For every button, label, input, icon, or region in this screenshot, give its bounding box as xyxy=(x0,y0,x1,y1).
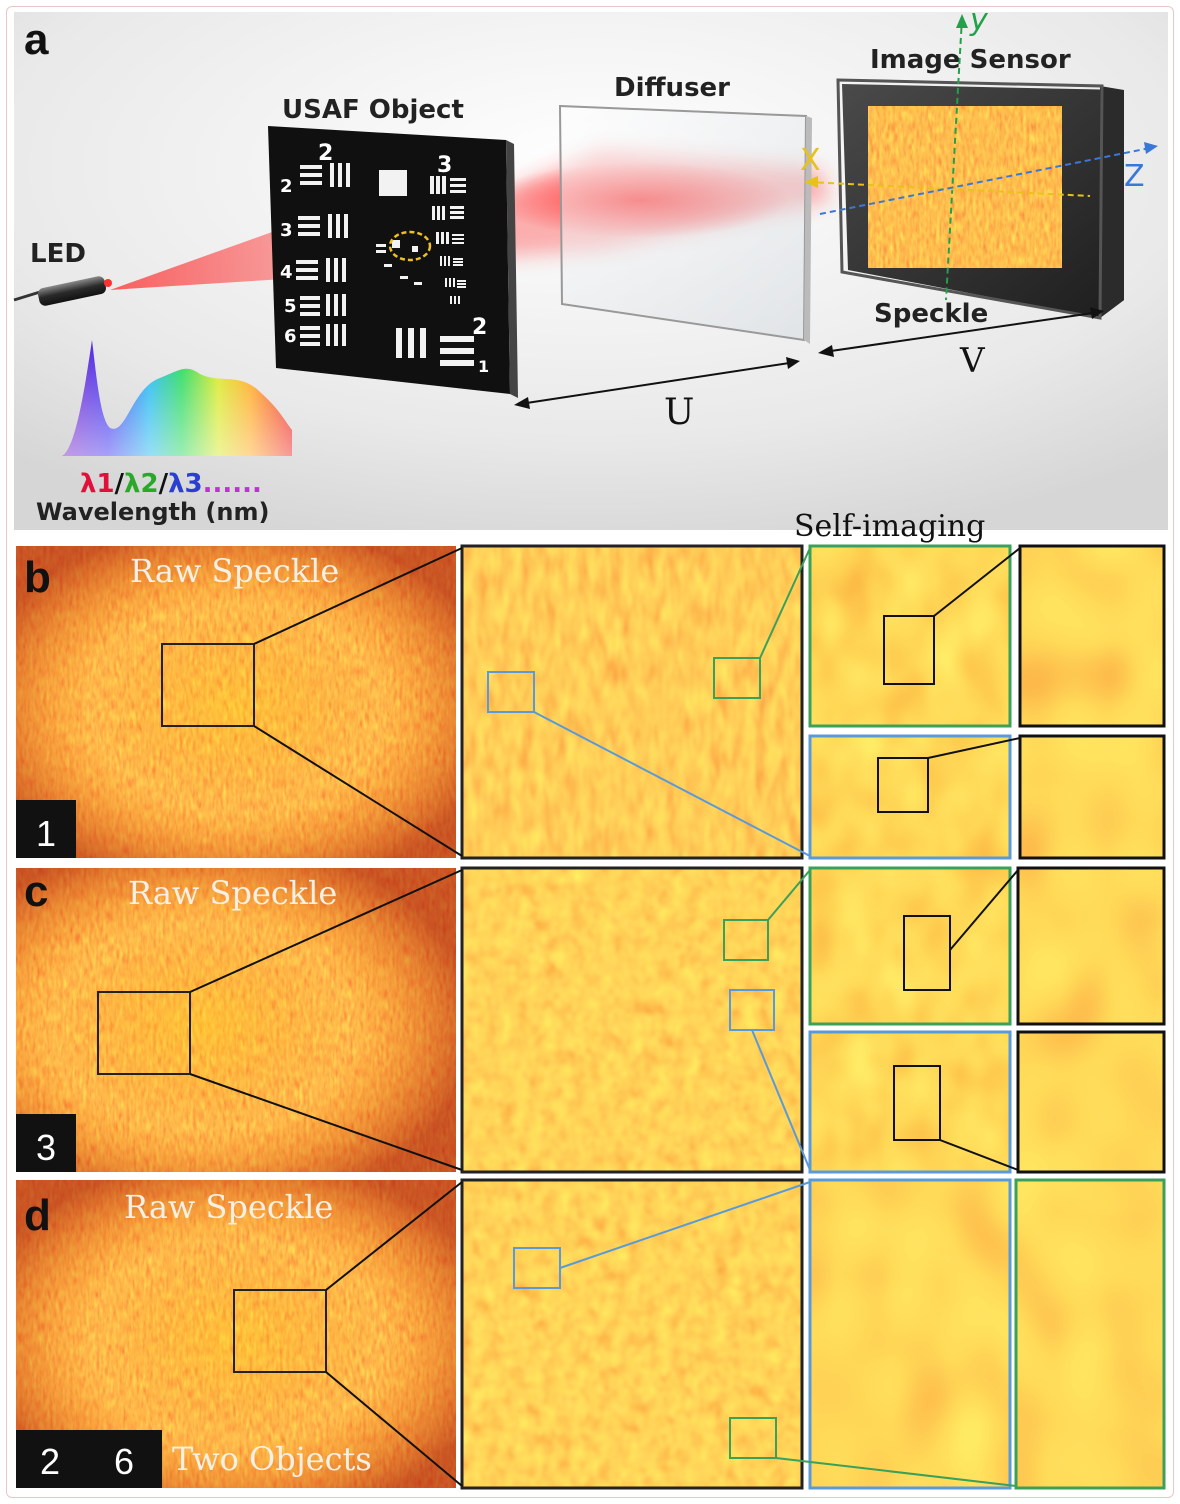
speckle-label: Speckle xyxy=(874,299,988,329)
led-source xyxy=(13,276,112,306)
self-image-green xyxy=(810,868,1010,1024)
usaf-number: 2 xyxy=(280,176,293,197)
usaf-number: 2 xyxy=(472,315,487,340)
object-label: USAF Object xyxy=(282,95,464,125)
detail-image xyxy=(1020,546,1164,726)
badge-number: 6 xyxy=(114,1441,134,1482)
badge: 2 6 xyxy=(16,1430,162,1488)
led-spectrum xyxy=(62,340,292,456)
zoom-connectors xyxy=(189,869,1019,1171)
usaf-number: 4 xyxy=(280,262,293,283)
coordinate-axes xyxy=(804,14,1158,301)
axis-x-label: X xyxy=(800,143,821,178)
zoomed-speckle-image xyxy=(461,545,803,859)
wavelength-separator: / xyxy=(159,469,169,499)
usaf-numbers: 2 3 2 3 4 5 6 2 1 xyxy=(280,141,489,376)
wavelength-2: λ2 xyxy=(124,469,159,499)
badge-number: 2 xyxy=(40,1441,60,1482)
green-subregion xyxy=(723,919,769,961)
zoom-region xyxy=(233,1289,327,1373)
badge-number: 3 xyxy=(36,1127,56,1168)
green-subregion xyxy=(729,1417,777,1459)
zoomed-speckle-image xyxy=(462,868,802,1172)
region-of-interest-marker xyxy=(388,230,432,262)
diffuser xyxy=(558,104,812,344)
raw-speckle-label: Raw Speckle xyxy=(130,552,339,590)
panel-b-letter: b xyxy=(24,553,51,602)
blue-subregion xyxy=(487,671,535,713)
distance-v-label: V xyxy=(959,341,986,381)
usaf-object: 2 3 2 3 4 5 6 2 1 xyxy=(268,126,518,398)
panel-b: b Raw Speckle 1 xyxy=(16,544,1166,860)
panel-a-letter: a xyxy=(24,15,49,64)
detail-region xyxy=(903,915,951,991)
diffuser-label: Diffuser xyxy=(614,73,730,103)
panel-d: d Raw Speckle 2 6 Two Objects xyxy=(16,1178,1166,1490)
zoom-connectors xyxy=(253,547,1021,857)
badge: 1 xyxy=(16,800,76,858)
led-beam xyxy=(110,222,300,290)
zoom-region xyxy=(161,643,255,727)
self-image-blue xyxy=(810,736,1010,858)
self-image-green xyxy=(810,546,1010,726)
wavelength-legend: λ1/λ2/λ3...... xyxy=(80,469,262,499)
detail-image xyxy=(1018,868,1164,1024)
axis-z-label: Z xyxy=(1124,159,1145,194)
svg-text:λ1/λ2/λ3......: λ1/λ2/λ3...... xyxy=(80,469,262,499)
wavelength-1: λ1 xyxy=(80,469,115,499)
zoom-connectors xyxy=(325,1181,1017,1487)
zoom-region xyxy=(97,991,191,1075)
two-objects-caption: Two Objects xyxy=(172,1440,372,1478)
detail-image xyxy=(1018,1032,1164,1172)
usaf-number: 5 xyxy=(284,296,297,317)
usaf-number: 6 xyxy=(284,326,297,347)
self-image-blue xyxy=(810,1032,1010,1172)
zoomed-speckle-image xyxy=(462,1180,802,1488)
led-label: LED xyxy=(30,239,86,269)
detail-region xyxy=(893,1065,941,1141)
wavelength-separator: / xyxy=(115,469,125,499)
panel-d-letter: d xyxy=(24,1191,51,1240)
sensor-label: Image Sensor xyxy=(870,45,1071,75)
raw-speckle-label: Raw Speckle xyxy=(124,1188,333,1226)
panel-c-letter: c xyxy=(24,867,48,916)
wavelength-3: λ3 xyxy=(168,469,203,499)
detail-region xyxy=(883,615,935,685)
badge: 3 xyxy=(16,1114,76,1172)
usaf-number: 1 xyxy=(478,357,489,376)
badge-number: 1 xyxy=(36,813,56,854)
usaf-number: 2 xyxy=(318,141,333,166)
distance-u-label: U xyxy=(664,392,694,433)
wavelength-axis-label: Wavelength (nm) xyxy=(36,498,269,526)
sensor-speckle xyxy=(868,106,1062,268)
usaf-number: 3 xyxy=(280,220,293,241)
green-subregion xyxy=(713,657,761,699)
detail-image xyxy=(1020,736,1164,858)
self-image-blue xyxy=(810,1180,1010,1488)
self-imaging-label: Self-imaging xyxy=(794,509,985,544)
detail-region xyxy=(877,757,929,813)
usaf-number: 3 xyxy=(437,153,452,178)
axis-y-label: y xyxy=(969,3,989,38)
self-image-green xyxy=(1016,1180,1164,1488)
panel-c: c Raw Speckle 3 xyxy=(16,866,1166,1174)
distance-u-arrow xyxy=(514,357,800,409)
raw-speckle-label: Raw Speckle xyxy=(128,874,337,912)
wavelength-ellipsis: ...... xyxy=(203,469,262,499)
distance-v-arrow xyxy=(818,307,1104,357)
panel-a: a LED xyxy=(13,3,1168,530)
